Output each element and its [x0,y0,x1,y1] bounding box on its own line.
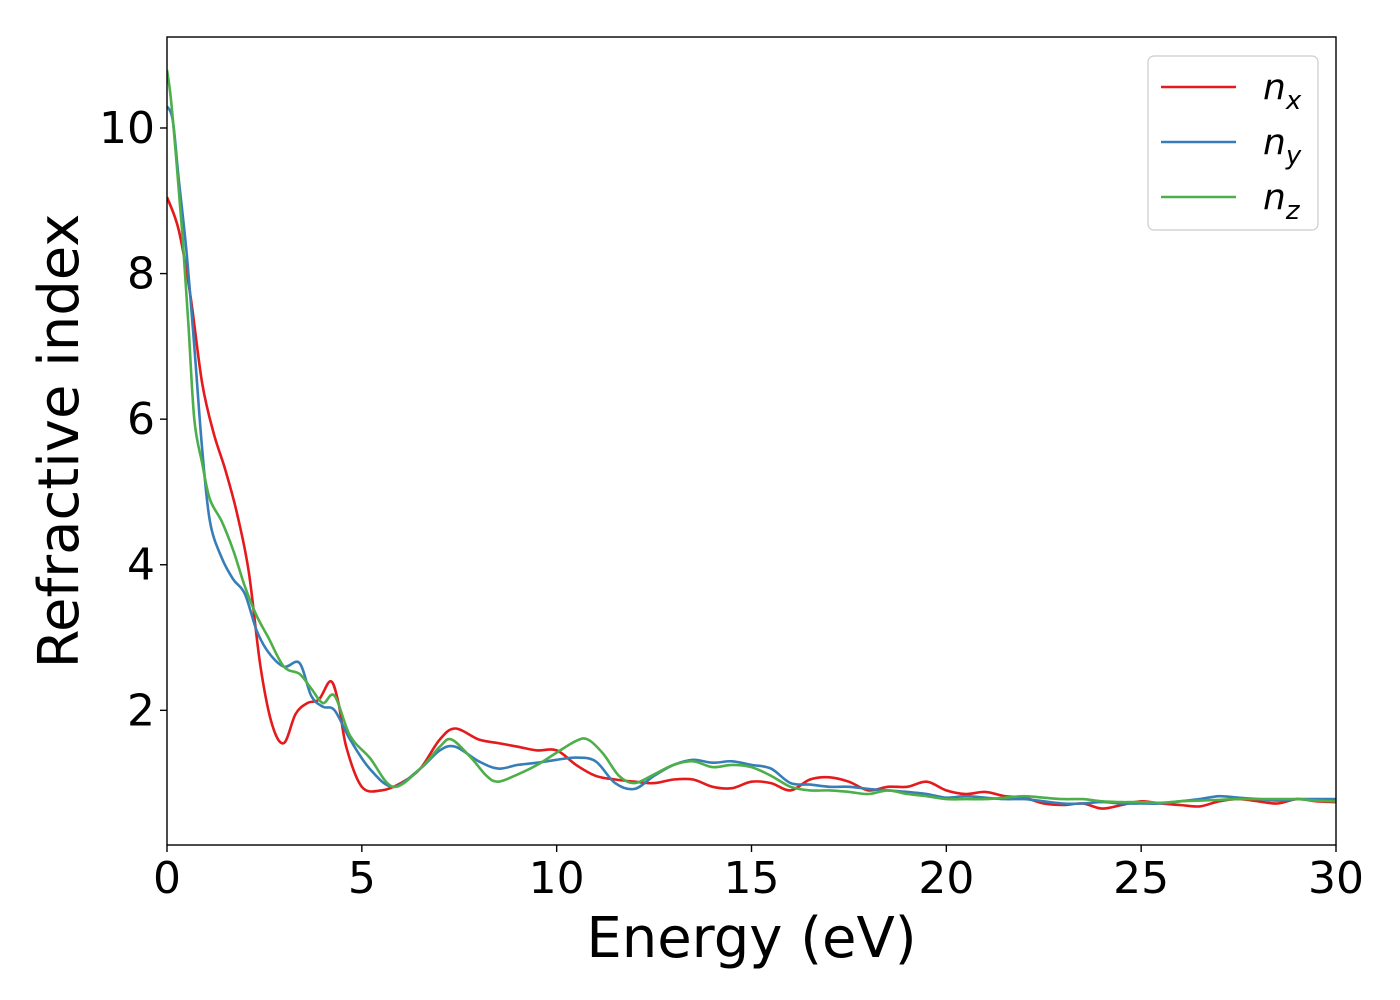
x-axis-label: Energy (eV) [586,906,916,971]
legend-label: ny [1263,122,1302,171]
x-tick-label: 25 [1113,853,1169,904]
y-tick-label: 4 [127,540,155,591]
x-tick-label: 20 [918,853,974,904]
y-axis-ticks: 2 4 6 8 10 [99,103,167,736]
legend-label: nx [1263,67,1302,116]
x-tick-label: 5 [348,853,376,904]
y-tick-label: 8 [127,249,155,300]
x-axis-ticks: 0 5 10 15 20 25 30 [153,845,1364,904]
series-layer [167,69,1336,810]
x-tick-label: 0 [153,853,181,904]
series-line-n-x [167,196,1336,810]
y-tick-label: 6 [127,394,155,445]
x-tick-label: 10 [529,853,585,904]
legend-label: nz [1263,177,1301,226]
x-tick-label: 30 [1308,853,1364,904]
series-line-n-z [167,69,1336,805]
y-axis-label: Refractive index [27,214,92,669]
legend: nx ny nz [1147,55,1319,231]
y-tick-label: 2 [127,685,155,736]
y-tick-label: 10 [99,103,155,154]
x-tick-label: 15 [724,853,780,904]
